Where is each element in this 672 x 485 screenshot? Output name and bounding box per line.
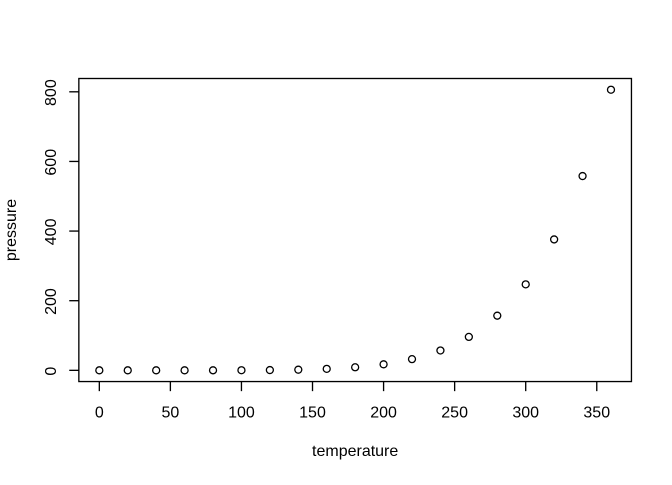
svg-text:pressure: pressure (3, 199, 20, 261)
svg-text:300: 300 (512, 404, 539, 421)
svg-text:400: 400 (43, 218, 60, 245)
svg-text:250: 250 (441, 404, 468, 421)
svg-text:100: 100 (228, 404, 255, 421)
svg-text:600: 600 (43, 149, 60, 176)
svg-text:800: 800 (43, 79, 60, 106)
svg-text:0: 0 (95, 404, 104, 421)
svg-text:150: 150 (299, 404, 326, 421)
svg-text:350: 350 (583, 404, 610, 421)
svg-text:50: 50 (161, 404, 179, 421)
svg-text:200: 200 (370, 404, 397, 421)
svg-text:200: 200 (43, 288, 60, 315)
svg-text:temperature: temperature (312, 443, 398, 460)
svg-text:0: 0 (43, 367, 60, 376)
